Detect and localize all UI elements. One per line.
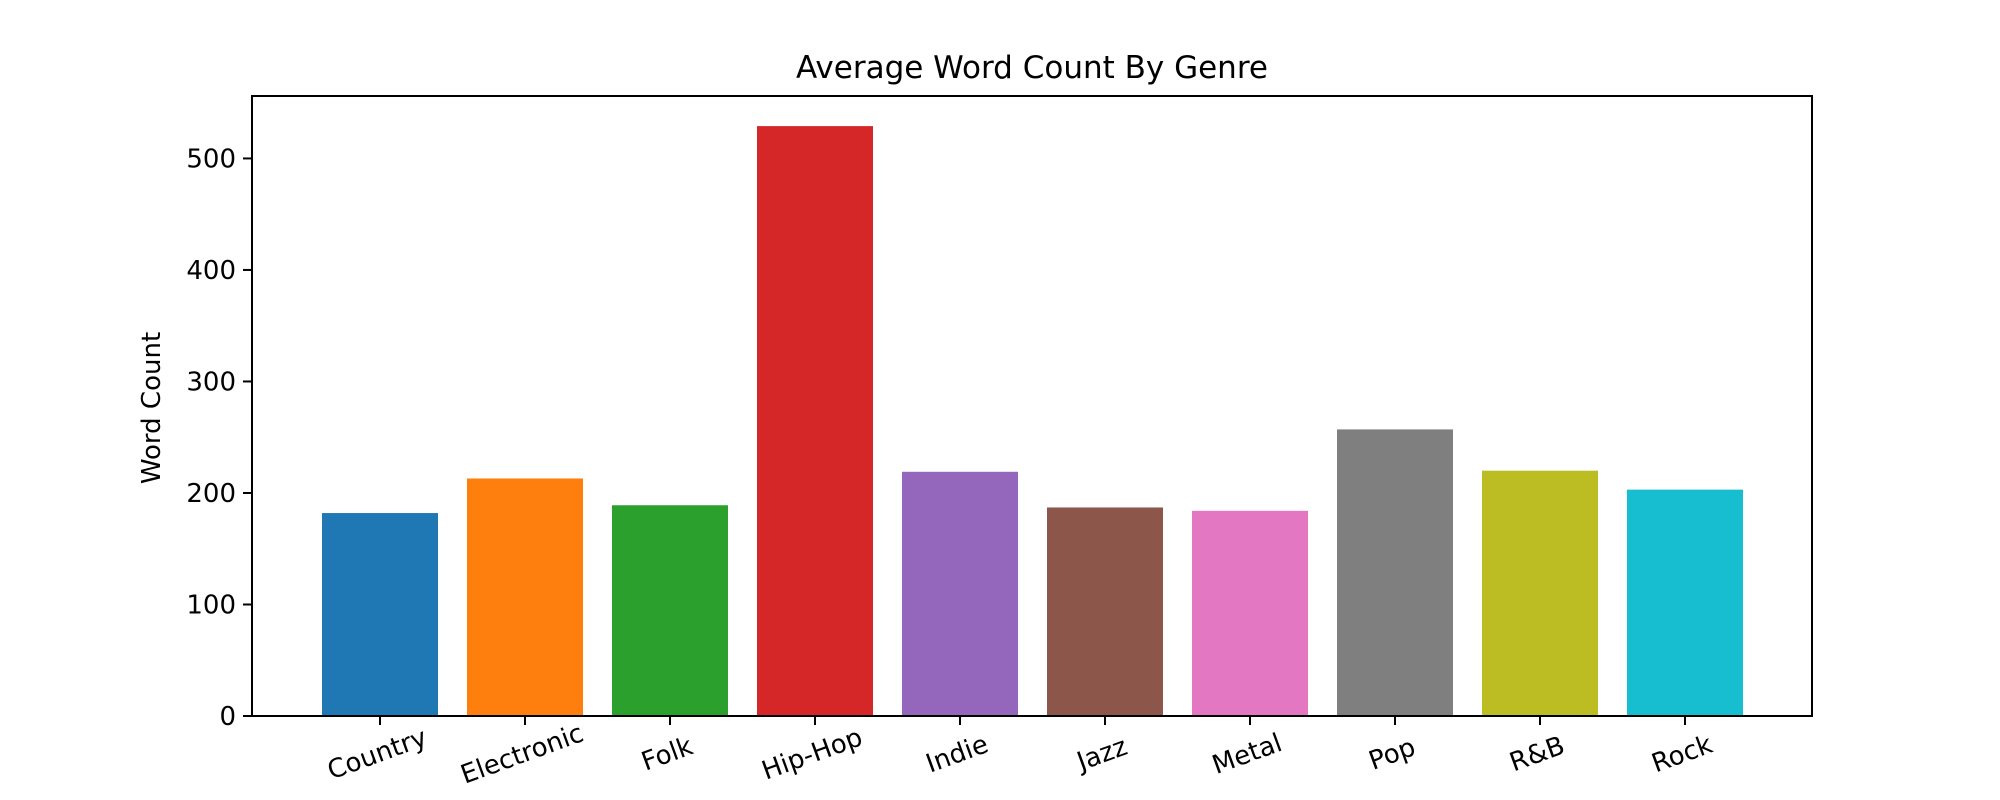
y-tick-label: 100 bbox=[186, 590, 236, 620]
bar-hip-hop bbox=[757, 126, 873, 716]
x-axis: Country Electronic Folk Hip-Hop Indie Jazz Met… bbox=[324, 716, 1717, 790]
y-tick-label: 0 bbox=[219, 702, 236, 732]
chart-title: Average Word Count By Genre bbox=[796, 50, 1268, 86]
y-axis: 0 100 200 300 400 500 bbox=[186, 144, 252, 732]
bar-metal bbox=[1192, 510, 1308, 716]
x-tick-label: Pop bbox=[1365, 732, 1420, 776]
x-tick-label: Hip-Hop bbox=[758, 722, 867, 786]
bar-indie bbox=[902, 471, 1018, 716]
x-tick-label: Indie bbox=[922, 729, 992, 779]
x-tick-label: Metal bbox=[1208, 728, 1286, 781]
x-tick-label: Electronic bbox=[457, 718, 588, 790]
x-tick-label: R&B bbox=[1506, 731, 1569, 778]
y-axis-label: Word Count bbox=[137, 332, 167, 484]
bar-electronic bbox=[467, 478, 583, 716]
x-tick-label: Folk bbox=[638, 731, 697, 777]
bars-group bbox=[322, 126, 1743, 716]
bar-jazz bbox=[1047, 507, 1163, 716]
bar-folk bbox=[612, 505, 728, 716]
plot-frame bbox=[251, 95, 1813, 717]
x-tick-label: Country bbox=[324, 723, 431, 787]
y-tick-label: 400 bbox=[186, 256, 236, 286]
bar-pop bbox=[1337, 429, 1453, 716]
x-tick-label: Rock bbox=[1648, 730, 1717, 779]
bar-country bbox=[322, 513, 438, 716]
bar-rock bbox=[1627, 489, 1743, 716]
bar-r-b bbox=[1482, 470, 1598, 716]
x-tick-label: Jazz bbox=[1071, 732, 1131, 778]
y-tick-label: 200 bbox=[186, 479, 236, 509]
y-tick-label: 300 bbox=[186, 367, 236, 397]
y-tick-label: 500 bbox=[186, 144, 236, 174]
